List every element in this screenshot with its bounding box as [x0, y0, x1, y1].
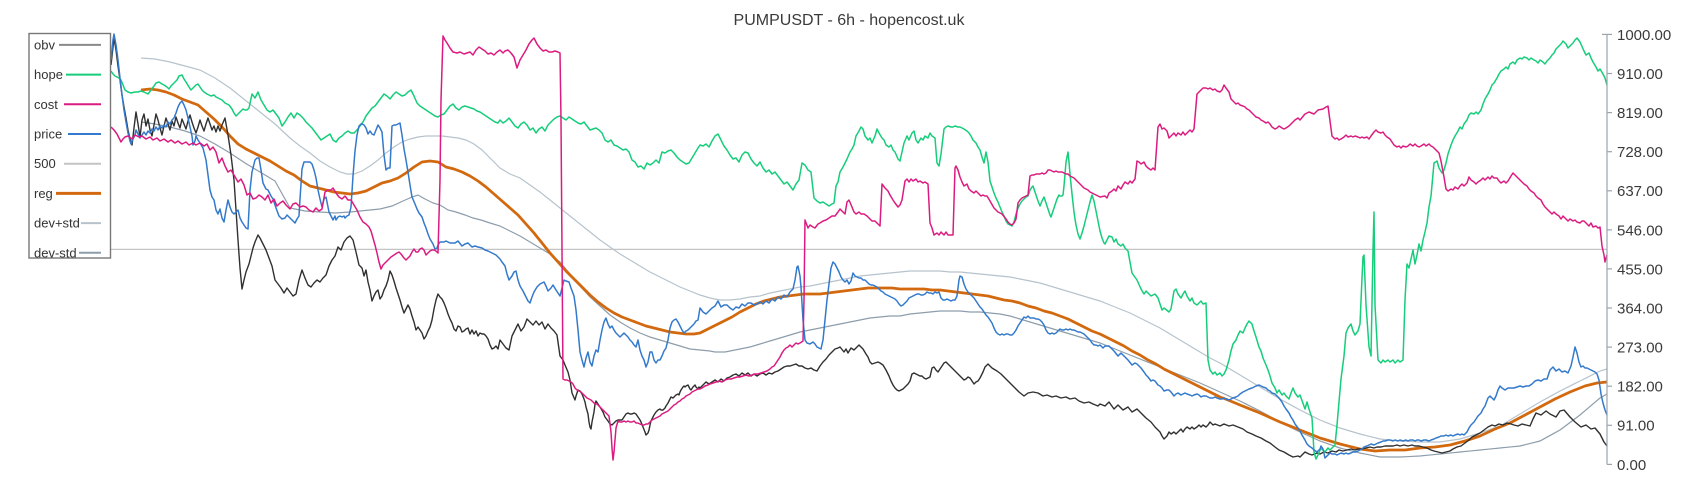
svg-text:0.00: 0.00: [1617, 457, 1646, 474]
svg-text:455.00: 455.00: [1617, 261, 1663, 278]
svg-text:reg: reg: [34, 186, 53, 201]
svg-text:546.00: 546.00: [1617, 222, 1663, 239]
svg-text:637.00: 637.00: [1617, 183, 1663, 200]
svg-text:cost: cost: [34, 97, 58, 112]
svg-text:hope: hope: [34, 67, 63, 82]
svg-text:728.00: 728.00: [1617, 144, 1663, 161]
svg-text:182.00: 182.00: [1617, 379, 1663, 396]
svg-text:364.00: 364.00: [1617, 300, 1663, 317]
svg-text:PUMPUSDT - 6h - hopencost.uk: PUMPUSDT - 6h - hopencost.uk: [734, 12, 966, 29]
svg-text:dev+std: dev+std: [34, 216, 80, 231]
svg-text:273.00: 273.00: [1617, 340, 1663, 357]
svg-text:obv: obv: [34, 37, 55, 52]
svg-text:91.00: 91.00: [1617, 418, 1655, 435]
svg-text:910.00: 910.00: [1617, 66, 1663, 83]
svg-text:price: price: [34, 127, 62, 142]
svg-text:dev-std: dev-std: [34, 245, 77, 260]
svg-text:819.00: 819.00: [1617, 105, 1663, 122]
svg-text:1000.00: 1000.00: [1617, 27, 1671, 44]
svg-text:500: 500: [34, 156, 56, 171]
